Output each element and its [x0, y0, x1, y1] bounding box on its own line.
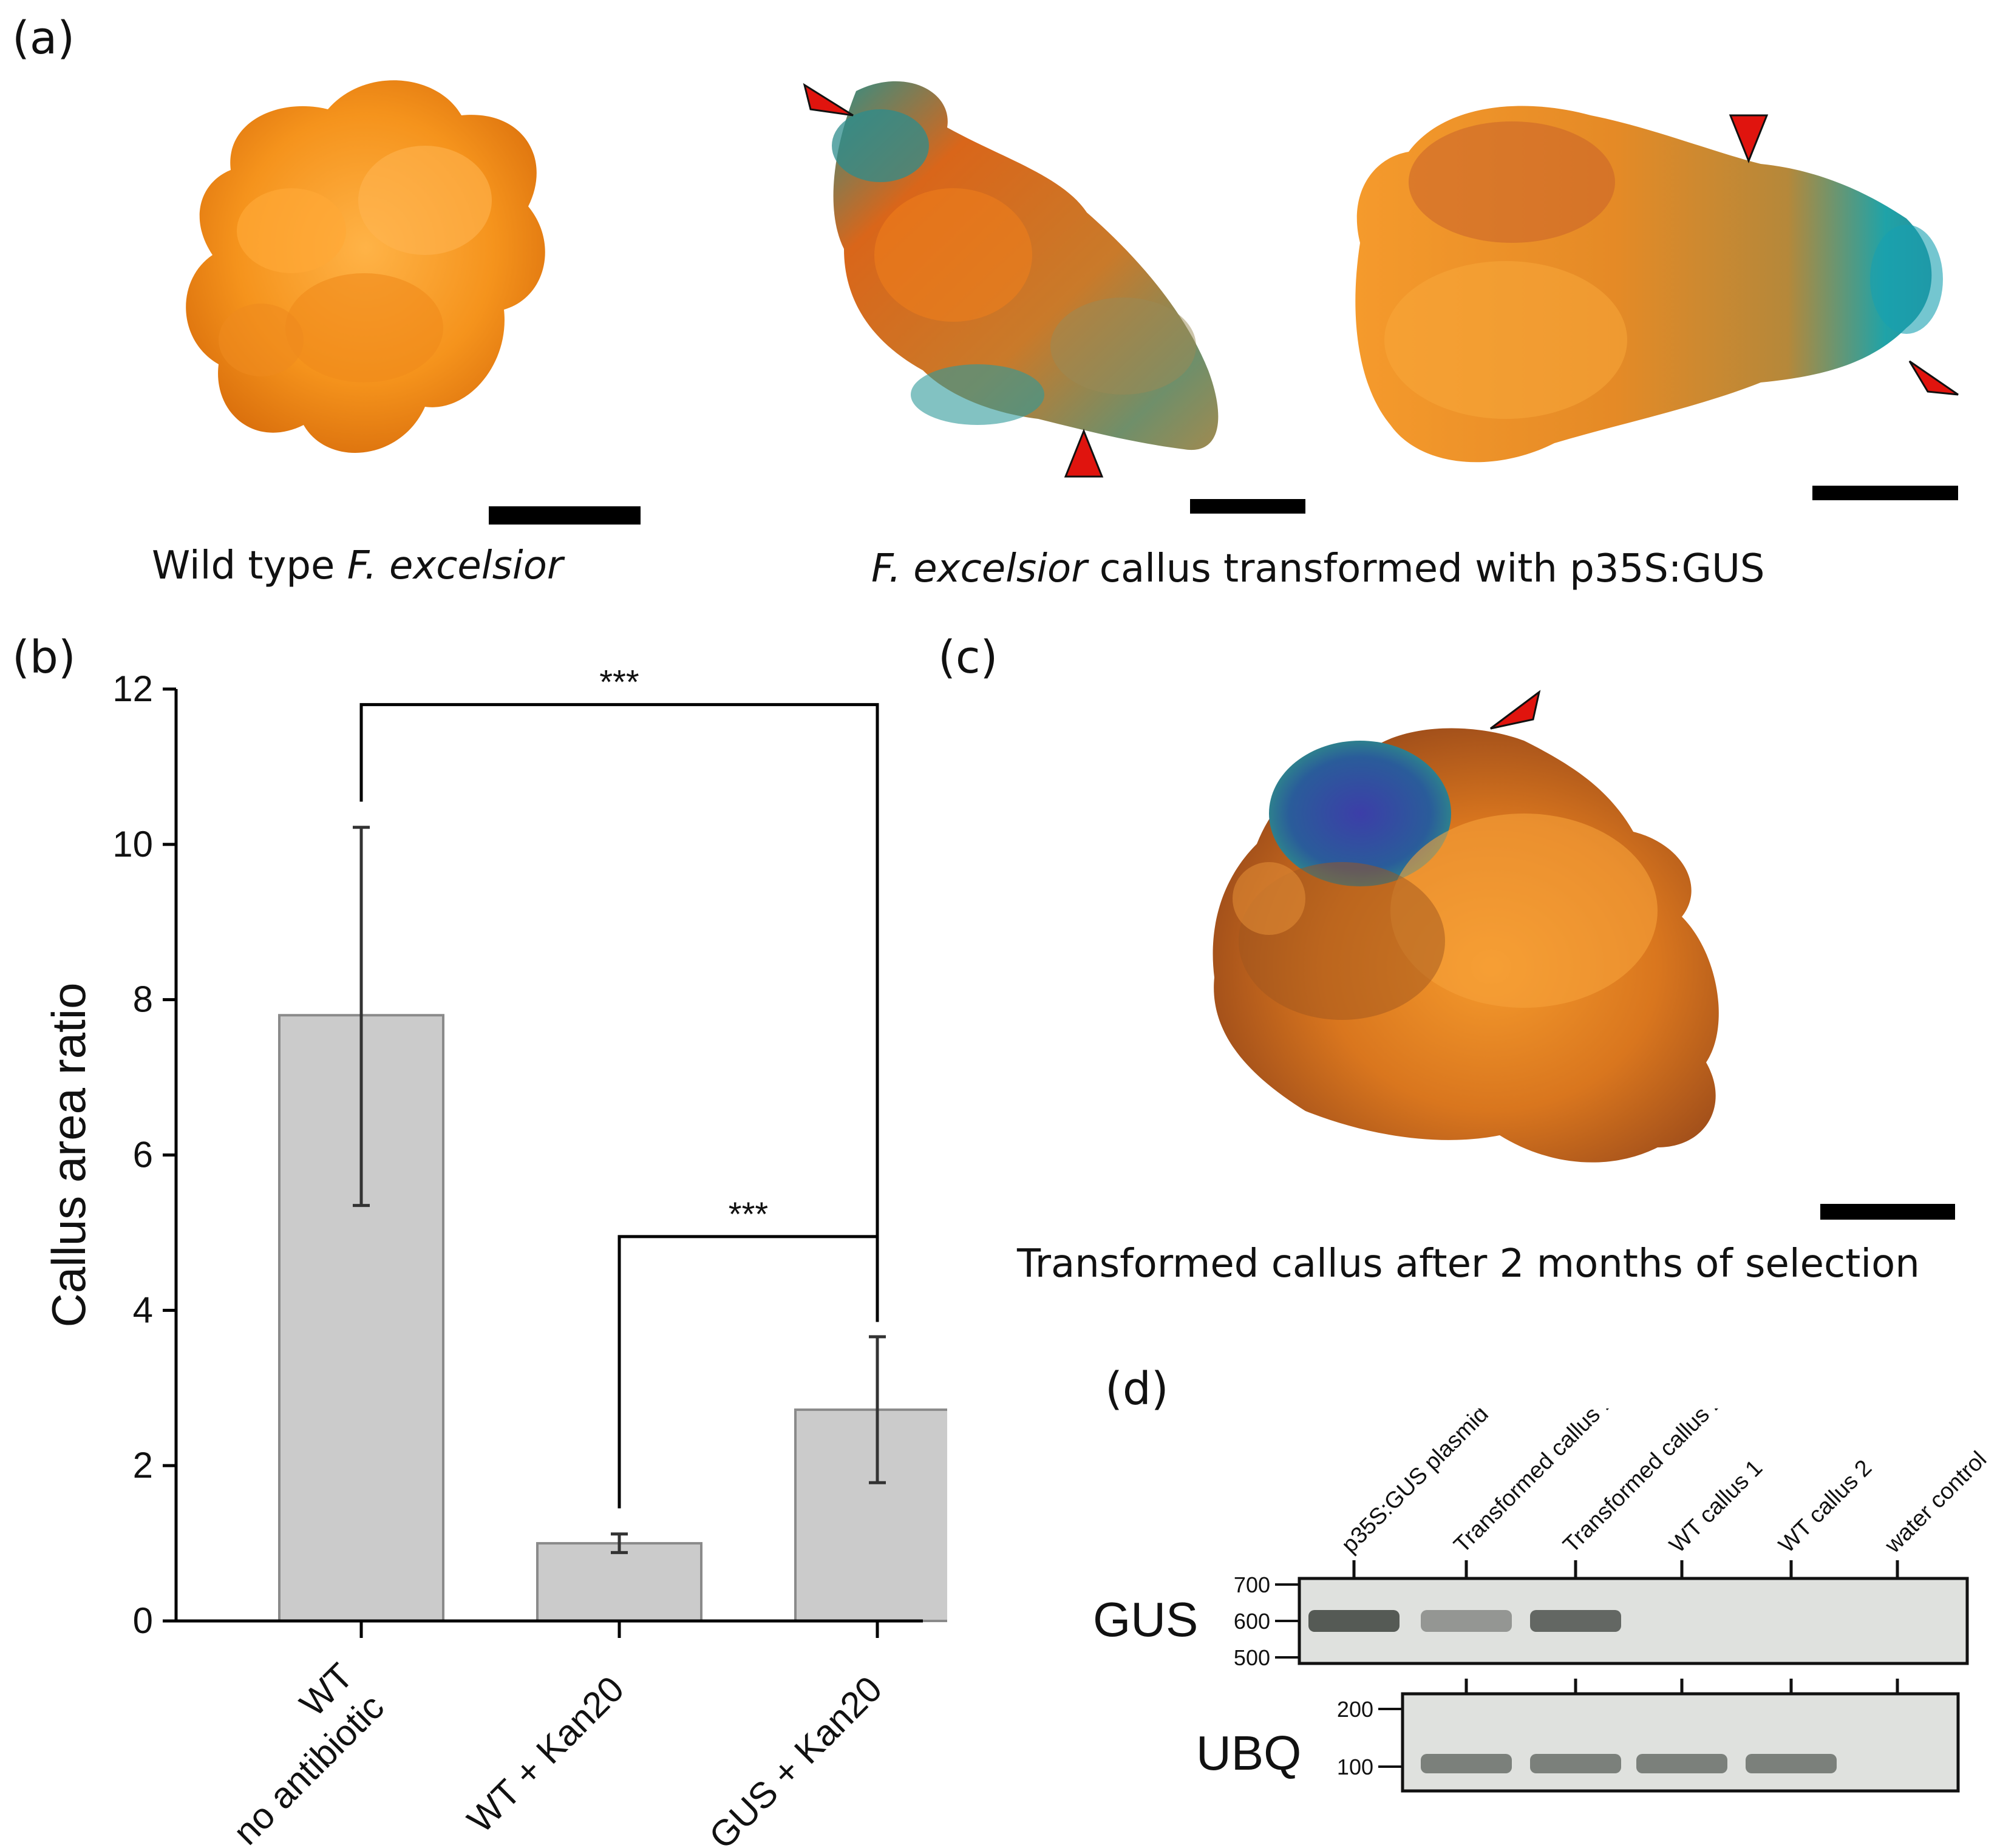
wild-type-callus-photo — [109, 24, 595, 510]
transformed-caption: F. excelsior callus transformed with p35… — [871, 546, 1765, 591]
y-tick-label: 12 — [112, 668, 153, 709]
lane-label: WT callus 1 — [1665, 1455, 1768, 1558]
panel-d-label: (d) — [1105, 1363, 1169, 1415]
transformed-callus-photo-2 — [1324, 61, 1973, 522]
significance-bracket — [617, 1235, 879, 1509]
panel-c-caption: Transformed callus after 2 months of sel… — [1017, 1242, 1920, 1286]
lane-label-group: water control — [1880, 1447, 1991, 1558]
ubq-label: UBQ — [1196, 1726, 1301, 1780]
red-arrow-icon — [1721, 106, 1776, 169]
red-arrow-icon — [1481, 680, 1548, 737]
panel-a-label: (a) — [12, 12, 75, 64]
lane-label-group: WT callus 1 — [1665, 1455, 1768, 1558]
x-tick-label-group: WT + Kan20 — [460, 1668, 632, 1841]
gus-label: GUS — [1093, 1592, 1198, 1646]
marker-label: 100 — [1337, 1755, 1373, 1779]
x-tick-label: WT + Kan20 — [460, 1668, 632, 1841]
marker-label: 600 — [1234, 1609, 1270, 1634]
red-arrow-icon — [792, 73, 859, 130]
y-tick-label: 4 — [133, 1289, 153, 1330]
gel-band — [1530, 1610, 1621, 1632]
y-axis-label: Callus area ratio — [42, 983, 95, 1328]
selected-callus-photo — [1184, 686, 1852, 1232]
y-tick-label: 10 — [112, 824, 153, 865]
marker-label: 500 — [1234, 1645, 1270, 1670]
lane-label-group: WT callus 2 — [1774, 1455, 1877, 1558]
bar — [536, 1542, 702, 1623]
significance-label: *** — [729, 1195, 768, 1233]
gel-band — [1530, 1754, 1621, 1773]
lane-label: water control — [1880, 1447, 1991, 1558]
lane-label: WT callus 2 — [1774, 1455, 1877, 1558]
transformed-callus-photo-1 — [747, 55, 1342, 516]
bar-chart: 0 2 4 6 8 10 12 Callus area ratio WT no antibioti… — [0, 644, 961, 1848]
panel-c-label: (c) — [938, 631, 998, 684]
marker-label: 700 — [1234, 1572, 1270, 1597]
gel-band — [1746, 1754, 1837, 1773]
y-tick-label: 8 — [133, 979, 153, 1020]
marker-label: 200 — [1337, 1697, 1373, 1722]
panel-b-label: (b) — [12, 631, 76, 684]
red-arrow-icon — [1897, 349, 1964, 406]
ubq-gel — [1401, 1692, 1960, 1793]
scale-bar — [489, 506, 641, 525]
gel-band — [1636, 1754, 1727, 1773]
x-tick-label: GUS + Kan20 — [701, 1668, 889, 1846]
bar — [794, 1408, 961, 1622]
x-tick-label-group: GUS + Kan20 — [701, 1668, 889, 1848]
wild-type-caption: Wild type F. excelsior — [152, 543, 563, 588]
y-tick-label: 0 — [133, 1600, 153, 1641]
y-tick-label: 6 — [133, 1135, 153, 1175]
y-tick-label: 2 — [133, 1445, 153, 1486]
scale-bar — [1812, 486, 1958, 500]
gel-band — [1421, 1754, 1512, 1773]
scale-bar — [1190, 499, 1305, 514]
scale-bar — [1820, 1204, 1955, 1220]
gel-band — [1308, 1610, 1400, 1632]
significance-bracket — [359, 703, 879, 1322]
significance-label: *** — [599, 663, 639, 701]
gus-gel — [1298, 1577, 1969, 1665]
gel-band — [1421, 1610, 1512, 1632]
gel-figure: p35S:GUS plasmid Transformed callus 1 Tran… — [1081, 1388, 1991, 1846]
red-arrow-icon — [1056, 425, 1111, 488]
